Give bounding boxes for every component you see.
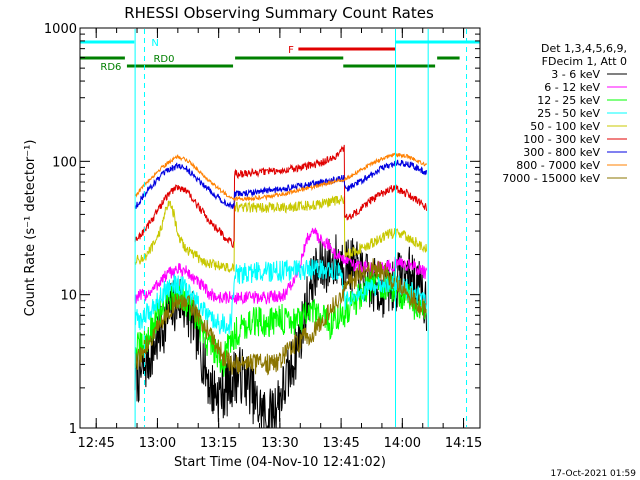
legend-label: 800 - 7000 keV: [516, 159, 600, 172]
flag-label: N: [151, 38, 158, 49]
x-tick-label: 13:30: [261, 436, 298, 451]
series-line: [134, 144, 428, 249]
y-axis-label: Count Rate (s⁻¹ detector⁻¹): [23, 140, 38, 317]
legend-label: 300 - 800 keV: [523, 146, 600, 159]
x-axis: 12:45 13:00 13:15 13:30 13:45 14:00 14:15: [77, 28, 482, 451]
flag-label: RD6: [100, 62, 121, 73]
x-tick-label: 12:45: [77, 436, 114, 451]
x-axis-label: Start Time (04-Nov-10 12:41:02): [174, 455, 386, 470]
legend-label: 50 - 100 keV: [530, 120, 600, 133]
series-line: [134, 195, 428, 274]
chart-title: RHESSI Observing Summary Count Rates: [124, 4, 434, 22]
series-line: [134, 152, 427, 203]
y-tick-label: 100: [52, 155, 77, 170]
flag-bars: N F RD0 RD6: [80, 38, 480, 73]
series-line: [134, 234, 428, 429]
flag-label: RD0: [153, 54, 174, 65]
x-tick-label: 14:15: [445, 436, 482, 451]
legend: Det 1,3,4,5,6,9,FDecim 1, Att 03 - 6 keV…: [502, 42, 627, 185]
legend-header: Det 1,3,4,5,6,9,: [541, 42, 627, 55]
legend-label: 12 - 25 keV: [537, 94, 600, 107]
series-line: [134, 159, 428, 210]
series-line: [134, 258, 427, 376]
footer-timestamp: 17-Oct-2021 01:59: [551, 469, 637, 479]
series-layer: [134, 144, 428, 429]
legend-label: 7000 - 15000 keV: [502, 172, 600, 185]
legend-label: 100 - 300 keV: [523, 133, 600, 146]
x-tick-label: 14:00: [384, 436, 421, 451]
flag-label: F: [288, 45, 294, 56]
y-tick-label: 1000: [44, 22, 77, 37]
vertical-markers: [134, 29, 468, 427]
y-axis: 1 10 100 1000: [44, 22, 480, 437]
y-tick-label: 10: [60, 289, 77, 304]
y-tick-label: 1: [69, 422, 77, 437]
legend-header: FDecim 1, Att 0: [542, 55, 627, 68]
x-tick-label: 13:00: [139, 436, 176, 451]
legend-label: 3 - 6 keV: [551, 68, 600, 81]
legend-label: 25 - 50 keV: [537, 107, 600, 120]
legend-label: 6 - 12 keV: [544, 81, 600, 94]
x-tick-label: 13:15: [200, 436, 237, 451]
series-line: [134, 258, 428, 335]
x-tick-label: 13:45: [322, 436, 359, 451]
